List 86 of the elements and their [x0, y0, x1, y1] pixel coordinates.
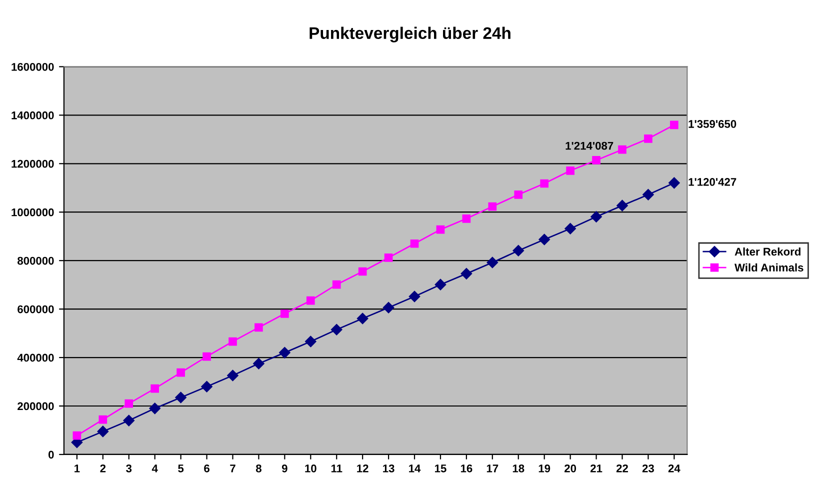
point — [434, 278, 446, 290]
point — [332, 280, 341, 289]
point — [254, 323, 263, 332]
point — [149, 402, 160, 414]
y-tick-label: 1600000 — [12, 62, 54, 71]
point — [98, 415, 108, 424]
point — [566, 166, 574, 175]
x-tick-label: 23 — [642, 464, 654, 472]
legend-label: Alter Rekord — [734, 247, 800, 256]
point — [280, 309, 289, 318]
point — [618, 145, 626, 154]
x-tick-label: 21 — [590, 464, 602, 472]
x-tick-label: 1 — [74, 464, 80, 472]
point — [668, 177, 680, 189]
point — [150, 384, 160, 393]
point — [462, 214, 471, 223]
x-tick-label: 9 — [282, 464, 288, 472]
point — [644, 134, 652, 143]
x-tick-label: 22 — [616, 464, 628, 472]
data-label: 1'214'087 — [566, 142, 614, 150]
x-tick-label: 12 — [357, 464, 368, 472]
x-tick-label: 10 — [305, 464, 316, 472]
x-tick-label: 8 — [256, 464, 262, 472]
point — [124, 399, 134, 408]
data-label: 1'359'650 — [688, 120, 736, 128]
point — [201, 381, 212, 392]
x-tick-label: 18 — [512, 464, 524, 472]
x-tick-label: 20 — [564, 464, 576, 472]
point — [356, 312, 368, 324]
point — [540, 179, 549, 188]
point — [642, 189, 654, 200]
point — [175, 392, 186, 404]
x-tick-label: 15 — [434, 464, 446, 472]
point — [305, 336, 316, 348]
point — [382, 302, 394, 314]
point — [538, 234, 550, 246]
point — [512, 245, 524, 256]
point — [670, 120, 678, 130]
point — [436, 225, 445, 234]
point — [384, 254, 393, 262]
y-tick-label: 600000 — [18, 305, 54, 314]
point — [202, 352, 211, 361]
y-tick-label: 800000 — [18, 256, 54, 265]
y-tick-label: 200000 — [18, 402, 54, 410]
point — [514, 190, 523, 199]
point — [228, 337, 237, 346]
x-tick-label: 4 — [152, 464, 158, 472]
y-tick-label: 1400000 — [12, 111, 54, 120]
y-tick-label: 400000 — [17, 354, 54, 362]
legend-label: Wild Animals — [734, 263, 804, 272]
y-tick-label: 1200000 — [12, 160, 54, 168]
x-tick-label: 6 — [204, 464, 210, 472]
x-tick-label: 5 — [178, 464, 184, 472]
point — [564, 222, 576, 234]
x-tick-label: 14 — [409, 464, 421, 472]
point — [486, 256, 498, 268]
point — [227, 370, 238, 382]
point — [488, 202, 497, 211]
point — [253, 358, 264, 370]
point — [306, 296, 315, 305]
point — [590, 211, 602, 222]
point — [460, 268, 472, 280]
point — [408, 290, 420, 302]
x-tick-label: 2 — [100, 464, 106, 472]
x-tick-label: 7 — [230, 464, 236, 472]
point — [410, 239, 419, 248]
point — [279, 347, 290, 358]
data-label: 1'120'427 — [688, 178, 736, 186]
x-tick-label: 3 — [126, 464, 132, 472]
point — [72, 431, 82, 440]
point — [331, 324, 342, 336]
x-tick-label: 11 — [331, 464, 342, 472]
x-tick-label: 13 — [383, 464, 394, 472]
x-tick-label: 16 — [460, 464, 472, 472]
x-tick-label: 24 — [668, 464, 680, 472]
point — [358, 267, 367, 276]
x-tick-label: 17 — [486, 464, 498, 472]
y-tick-label: 1000000 — [12, 208, 54, 216]
chart-title: Punktevergleich über 24h — [310, 26, 510, 42]
point — [97, 426, 109, 438]
point — [123, 414, 134, 426]
x-tick-label: 19 — [538, 464, 550, 472]
point — [592, 156, 600, 164]
point — [176, 368, 185, 377]
y-tick-label: 0 — [48, 450, 54, 459]
point — [616, 200, 628, 212]
